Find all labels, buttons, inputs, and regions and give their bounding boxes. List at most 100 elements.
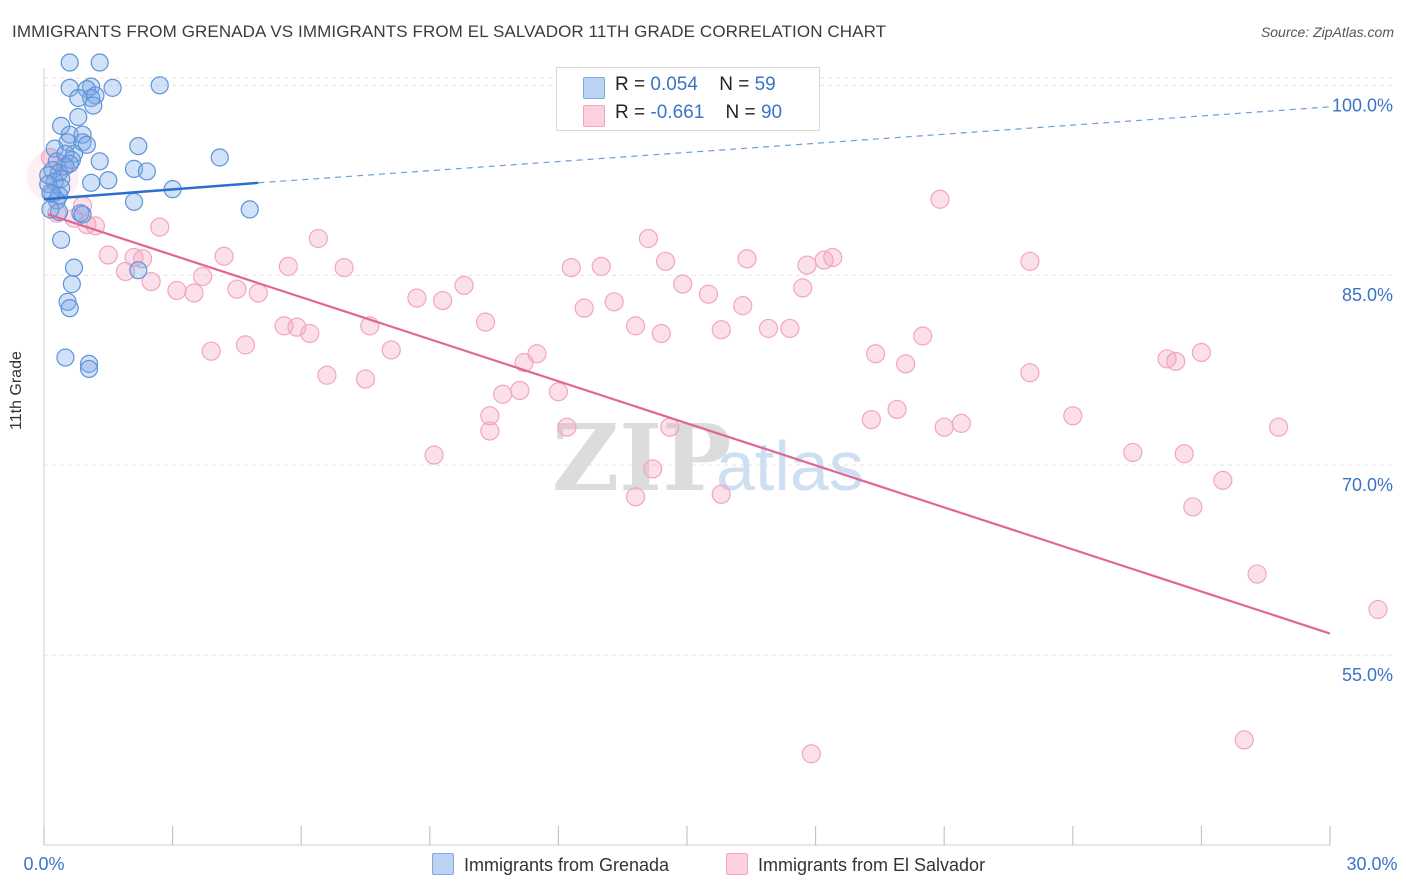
- data-point-el-salvador: [604, 292, 624, 312]
- y-tick-label: 70.0%: [1342, 475, 1393, 495]
- data-point-el-salvador: [493, 384, 513, 404]
- data-point-grenada: [60, 154, 79, 173]
- data-point-el-salvador: [201, 341, 221, 361]
- r-label: R =: [615, 102, 646, 123]
- gridlines: [44, 77, 1395, 656]
- data-point-el-salvador: [214, 246, 234, 266]
- watermark-atlas: atlas: [716, 427, 864, 505]
- data-point-el-salvador: [1368, 599, 1388, 620]
- data-point-el-salvador: [557, 417, 577, 437]
- data-point-grenada: [124, 192, 144, 211]
- data-point-el-salvador: [381, 340, 401, 360]
- data-point-grenada: [129, 136, 148, 156]
- stats-legend: R = 0.054 N = 59 R = -0.661 N = 90: [556, 67, 820, 131]
- data-point-grenada: [82, 88, 101, 108]
- data-point-el-salvador: [1247, 564, 1267, 584]
- data-point-el-salvador: [651, 323, 671, 344]
- data-point-el-salvador: [737, 249, 757, 269]
- data-point-el-salvador: [300, 323, 320, 344]
- data-point-el-salvador: [591, 256, 611, 276]
- data-point-el-salvador: [424, 445, 444, 465]
- data-point-el-salvador: [141, 271, 161, 292]
- data-point-grenada: [73, 125, 92, 144]
- axes: [43, 68, 1331, 846]
- el-salvador-legend-swatch: [726, 853, 748, 875]
- data-point-el-salvador: [801, 744, 821, 764]
- data-point-el-salvador: [1166, 351, 1186, 371]
- data-point-el-salvador: [1213, 470, 1233, 490]
- data-point-el-salvador: [278, 256, 298, 276]
- data-point-grenada: [41, 183, 60, 203]
- x-tick-label: 0.0%: [23, 854, 64, 874]
- r-value: -0.661: [650, 102, 705, 123]
- data-point-el-salvador: [150, 217, 170, 237]
- data-point-el-salvador: [711, 484, 731, 504]
- data-point-el-salvador: [638, 228, 659, 249]
- n-value: 90: [760, 102, 783, 123]
- data-point-el-salvador: [930, 189, 950, 209]
- data-point-el-salvador: [780, 318, 800, 339]
- legend-label: Immigrants from Grenada: [464, 855, 670, 875]
- data-point-el-salvador: [167, 280, 187, 301]
- data-point-el-salvador: [733, 296, 753, 316]
- data-point-el-salvador: [934, 417, 954, 437]
- data-point-grenada: [77, 135, 96, 154]
- data-point-grenada: [240, 200, 259, 219]
- data-point-el-salvador: [193, 266, 213, 287]
- r-value: 0.054: [650, 74, 698, 95]
- data-point-el-salvador: [625, 487, 646, 507]
- data-point-el-salvador: [248, 283, 268, 303]
- data-point-el-salvador: [896, 354, 916, 374]
- data-point-el-salvador: [1191, 342, 1212, 363]
- data-point-el-salvador: [1234, 730, 1254, 750]
- data-point-grenada: [60, 53, 79, 72]
- legend-item-el-salvador[interactable]: Immigrants from El Salvador: [726, 853, 985, 876]
- stats-row-el-salvador: R = -0.661 N = 90: [583, 102, 783, 127]
- data-point-grenada: [73, 205, 92, 224]
- data-point-grenada: [69, 88, 88, 108]
- data-point-grenada: [90, 53, 109, 72]
- data-point-grenada: [82, 173, 101, 192]
- trend-line-el-salvador: [47, 213, 1331, 635]
- data-point-el-salvador: [235, 335, 256, 355]
- trend-lines: [43, 106, 1331, 635]
- data-point-grenada: [60, 299, 79, 318]
- data-point-el-salvador: [454, 275, 474, 295]
- data-point-el-salvador: [1174, 444, 1194, 464]
- data-point-grenada: [52, 230, 71, 249]
- tick-labels: 55.0% 70.0% 85.0% 100.0% 0.0% 30.0%: [23, 95, 1397, 874]
- legend-label: Immigrants from El Salvador: [758, 855, 986, 875]
- data-point-grenada: [137, 162, 156, 181]
- data-point-el-salvador: [1020, 363, 1040, 383]
- data-point-el-salvador: [480, 421, 500, 441]
- trend-line-grenada: [43, 181, 259, 201]
- data-point-grenada: [79, 354, 99, 373]
- n-label: N =: [719, 74, 750, 95]
- data-point-el-salvador: [655, 251, 676, 271]
- data-point-grenada: [99, 171, 118, 190]
- data-point-el-salvador: [334, 258, 354, 278]
- data-point-grenada: [129, 261, 148, 280]
- data-point-el-salvador: [98, 245, 118, 265]
- data-point-el-salvador: [913, 326, 933, 346]
- data-point-el-salvador: [132, 249, 153, 269]
- data-point-el-salvador: [1123, 442, 1143, 463]
- n-value: 59: [754, 74, 776, 95]
- legend-item-grenada[interactable]: Immigrants from Grenada: [432, 853, 669, 876]
- series-grenada-points: [39, 53, 259, 379]
- data-point-el-salvador: [407, 288, 427, 308]
- data-point-grenada: [90, 152, 109, 171]
- grenada-swatch: [583, 77, 605, 99]
- data-point-el-salvador: [711, 320, 731, 340]
- data-point-grenada: [210, 148, 229, 167]
- data-point-grenada: [69, 107, 88, 127]
- data-point-el-salvador: [308, 228, 328, 249]
- data-point-grenada: [103, 78, 122, 97]
- data-point-el-salvador: [643, 459, 663, 479]
- data-point-grenada: [56, 348, 75, 367]
- x-tick-label: 30.0%: [1346, 854, 1397, 874]
- data-point-el-salvador: [317, 365, 337, 385]
- data-point-grenada: [79, 359, 99, 379]
- trend-line-grenada-extension: [258, 106, 1331, 184]
